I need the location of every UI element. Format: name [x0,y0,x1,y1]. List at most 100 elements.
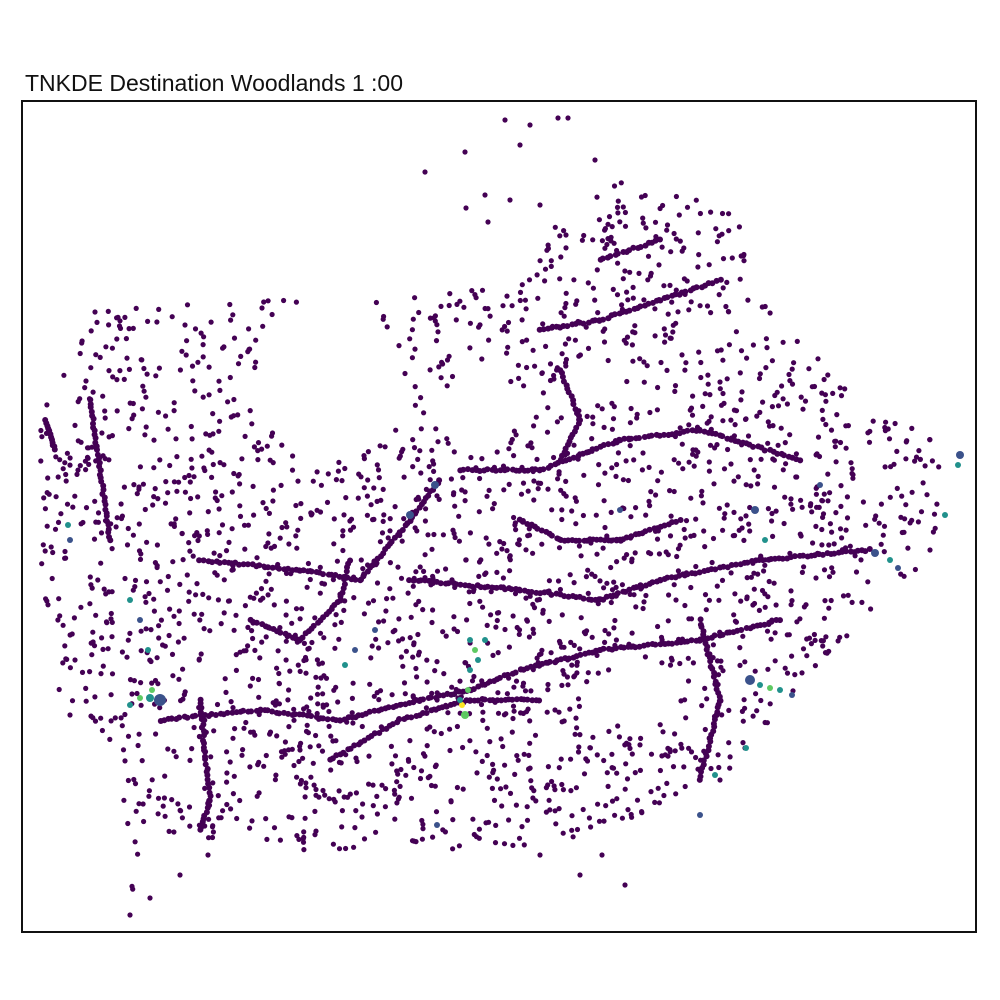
segment-point [480,717,486,724]
segment-point [594,652,600,659]
segment-point [596,818,603,824]
segment-point [385,704,392,711]
segment-point [42,506,49,512]
segment-point [415,652,422,658]
segment-point [524,617,530,623]
segment-point [125,637,131,643]
segment-point [274,733,280,739]
segment-point [122,314,128,320]
segment-point [350,680,356,686]
segment-point [832,444,838,450]
segment-point [903,439,909,445]
segment-point [690,393,696,399]
segment-point [698,374,704,381]
segment-point [629,559,635,565]
segment-point [562,341,569,347]
segment-point [460,744,466,751]
segment-point [609,400,615,406]
segment-point [429,447,435,453]
segment-point [791,360,797,366]
segment-point [392,816,398,822]
segment-point [198,651,204,657]
segment-point [239,456,245,462]
segment-point [556,709,562,715]
segment-point [359,723,365,730]
segment-point [156,635,162,641]
segment-point [590,237,596,243]
segment-point [794,474,800,480]
segment-point [250,675,256,682]
segment-point [256,694,262,700]
segment-point [476,559,483,565]
segment-point [170,559,176,565]
segment-point [252,364,258,371]
segment-point [395,564,401,570]
segment-point [157,457,163,463]
segment-point [677,238,683,244]
segment-point [698,359,704,366]
segment-point [484,466,491,473]
segment-point [619,582,626,588]
segment-point [229,526,235,532]
segment-point [563,356,570,363]
segment-point [506,644,512,650]
segment-point [375,467,382,473]
segment-point [922,463,928,469]
segment-point [755,473,761,479]
segment-point [708,765,714,772]
segment-point [623,458,629,464]
segment-point [38,458,44,464]
segment-point [114,377,120,383]
segment-point [56,686,62,693]
segment-point [298,501,304,507]
segment-point [117,318,123,324]
segment-point [562,305,568,311]
segment-point [67,712,73,718]
segment-point [308,774,314,780]
segment-point [741,697,747,703]
segment-point [308,713,315,719]
segment-point [588,536,595,543]
segment-point [821,376,827,383]
segment-point [418,470,424,476]
segment-point [409,355,415,361]
segment-point [266,531,272,537]
segment-point [781,520,787,527]
segment-point [105,521,112,528]
segment-point [800,646,807,652]
segment-point [270,487,276,493]
segment-point [686,616,692,622]
segment-point [263,578,269,584]
segment-point [320,571,326,578]
segment-point [321,635,327,641]
segment-point [514,753,520,759]
segment-point [307,576,313,583]
segment-point [751,467,757,473]
segment-point [573,715,579,721]
segment-point [733,329,740,335]
segment-point [766,578,772,585]
segment-point [643,225,649,231]
segment-point [758,456,764,462]
segment-point [770,533,776,540]
segment-point [614,770,620,776]
segment-point [530,601,536,607]
segment-point [600,442,607,448]
segment-point [235,412,241,418]
segment-point [664,367,670,373]
segment-point [353,808,359,814]
segment-point [637,742,643,748]
segment-point [641,297,647,303]
segment-point [548,532,555,539]
segment-point [510,703,517,709]
segment-point [204,772,211,779]
segment-point [186,804,193,810]
segment-point [600,316,606,323]
segment-point [269,311,275,318]
segment-point [524,521,531,527]
segment-point [525,488,531,494]
density-hotspot-point [67,537,73,543]
segment-point [439,704,446,711]
segment-point [133,305,139,311]
segment-point [439,359,445,365]
